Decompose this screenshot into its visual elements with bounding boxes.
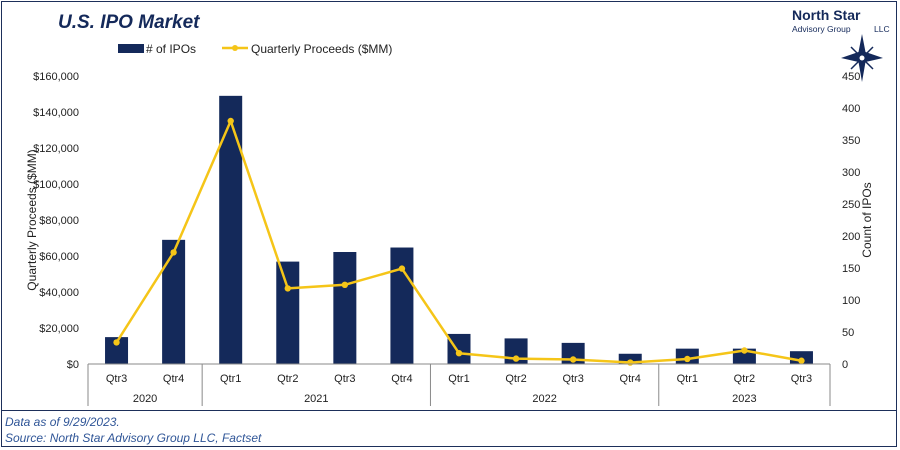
star-icon: [841, 34, 883, 82]
right-axis-tick-label: 0: [842, 359, 848, 371]
legend-bar-label: # of IPOs: [146, 42, 196, 56]
quarter-label: Qtr1: [448, 373, 469, 385]
proceeds-point: [341, 281, 349, 288]
proceeds-point: [512, 355, 520, 362]
data-date-note: Data as of 9/29/2023.: [5, 415, 120, 429]
quarter-label: Qtr4: [391, 373, 412, 385]
proceeds-point: [627, 359, 634, 366]
ipo-count-bar: [618, 353, 642, 364]
ipo-count-bar: [447, 333, 471, 364]
proceeds-point: [227, 117, 234, 125]
left-axis-tick-label: $40,000: [39, 287, 79, 299]
quarter-label: Qtr1: [677, 373, 698, 385]
legend-bar-swatch: [118, 44, 144, 53]
legend-line-label: Quarterly Proceeds ($MM): [251, 42, 392, 56]
right-axis-title: Count of IPOs: [860, 182, 874, 257]
ipo-count-bar: [276, 261, 300, 364]
right-axis-tick-label: 450: [842, 71, 860, 83]
chart-title: U.S. IPO Market: [58, 12, 200, 33]
ipo-count-bar: [162, 239, 186, 364]
legend: # of IPOs Quarterly Proceeds ($MM): [118, 42, 392, 56]
proceeds-point: [170, 249, 177, 256]
left-axis-tick-label: $0: [67, 359, 79, 371]
quarter-label: Qtr4: [620, 373, 641, 385]
year-label: 2023: [732, 393, 756, 405]
left-axis: $0 $20,000 $40,000 $60,000 $80,000 $100,000 $1…: [33, 71, 79, 371]
right-axis-tick-label: 50: [842, 327, 854, 339]
year-label: 2021: [304, 393, 328, 405]
left-axis-tick-label: $140,000: [33, 107, 79, 119]
ipo-count-bar: [219, 95, 243, 364]
year-label: 2022: [532, 393, 556, 405]
left-axis-tick-label: $20,000: [39, 323, 79, 335]
right-axis-tick-label: 150: [842, 263, 860, 275]
quarter-label: Qtr1: [220, 373, 241, 385]
right-axis-tick-label: 400: [842, 103, 860, 115]
logo-line-1: North Star: [792, 7, 861, 23]
right-axis: 0 50 100 150 200 250 300 350 400 450: [842, 71, 860, 371]
quarter-label: Qtr3: [791, 373, 812, 385]
quarter-label: Qtr3: [562, 373, 583, 385]
logo-line-2: Advisory Group: [792, 24, 851, 34]
left-axis-tick-label: $160,000: [33, 71, 79, 83]
proceeds-point: [684, 355, 691, 363]
ipo-count-bar: [105, 337, 129, 364]
left-axis-tick-label: $100,000: [33, 179, 79, 191]
proceeds-point: [455, 350, 463, 357]
left-axis-title: Quarterly Proceeds ($MM): [25, 149, 39, 290]
footer: Data as of 9/29/2023. Source: North Star…: [1, 410, 897, 448]
right-axis-tick-label: 250: [842, 199, 860, 211]
right-axis-tick-label: 200: [842, 231, 860, 243]
proceeds-point: [113, 339, 120, 346]
left-axis-tick-label: $60,000: [39, 251, 79, 263]
quarter-label: Qtr2: [277, 373, 298, 385]
ipo-count-bar: [333, 252, 357, 364]
year-label: 2020: [133, 393, 157, 405]
proceeds-point: [798, 357, 805, 364]
ipo-count-bar: [390, 247, 414, 364]
quarter-label: Qtr2: [734, 373, 755, 385]
ipo-chart: # of IPOs Quarterly Proceeds ($MM) $0 $20…: [25, 42, 874, 406]
left-axis-tick-label: $80,000: [39, 215, 79, 227]
source-note: Source: North Star Advisory Group LLC, F…: [5, 431, 262, 445]
legend-line-marker: [232, 45, 238, 51]
left-axis-tick-label: $120,000: [33, 143, 79, 155]
company-logo: North Star Advisory Group LLC: [792, 7, 890, 82]
right-axis-tick-label: 350: [842, 135, 860, 147]
line-series: [113, 117, 805, 366]
right-axis-tick-label: 100: [842, 295, 860, 307]
quarter-label: Qtr3: [106, 373, 127, 385]
quarter-label: Qtr2: [505, 373, 526, 385]
logo-line-3: LLC: [874, 24, 890, 34]
proceeds-point: [398, 265, 406, 272]
proceeds-point: [741, 347, 748, 354]
quarter-label: Qtr4: [163, 373, 184, 385]
x-axis: Qtr3 Qtr4 Qtr1 Qtr2 Qtr3 Qtr4 Qtr1 Qtr2 Qtr3 Qtr4…: [87, 363, 831, 406]
bar-series: [105, 95, 813, 364]
proceeds-point: [284, 285, 291, 292]
right-axis-tick-label: 300: [842, 167, 860, 179]
proceeds-point: [569, 356, 577, 363]
quarter-label: Qtr3: [334, 373, 355, 385]
